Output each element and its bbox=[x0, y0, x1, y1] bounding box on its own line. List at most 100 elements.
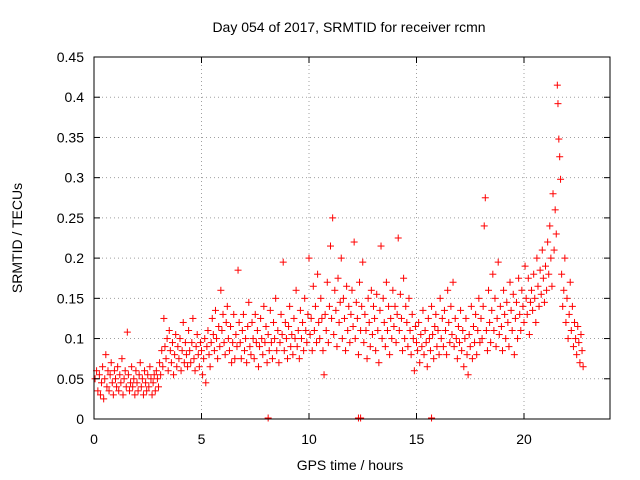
data-point bbox=[190, 355, 198, 363]
data-point bbox=[162, 355, 170, 363]
data-point bbox=[316, 335, 324, 343]
data-point bbox=[413, 339, 420, 347]
data-point bbox=[512, 298, 520, 306]
data-point bbox=[364, 294, 372, 302]
data-point bbox=[504, 318, 512, 326]
data-point bbox=[386, 351, 394, 359]
data-point bbox=[505, 343, 513, 351]
data-point bbox=[215, 322, 223, 330]
data-point bbox=[100, 395, 108, 403]
data-point bbox=[415, 318, 423, 326]
y-tick-label: 0.2 bbox=[65, 250, 85, 266]
data-point bbox=[405, 294, 413, 302]
data-point bbox=[260, 302, 268, 310]
data-point bbox=[387, 314, 395, 322]
data-point bbox=[268, 355, 276, 363]
data-point bbox=[476, 339, 484, 347]
data-point bbox=[516, 310, 524, 318]
data-point bbox=[569, 343, 577, 351]
data-point bbox=[216, 343, 224, 351]
data-point bbox=[250, 355, 258, 363]
data-point bbox=[163, 335, 171, 343]
data-point bbox=[375, 359, 383, 367]
data-point bbox=[335, 318, 343, 326]
data-point bbox=[182, 351, 190, 359]
data-point bbox=[152, 367, 160, 375]
data-point bbox=[456, 339, 463, 347]
data-point bbox=[575, 339, 583, 347]
data-point bbox=[515, 274, 523, 282]
data-point bbox=[403, 318, 411, 326]
data-point bbox=[310, 327, 318, 335]
data-point bbox=[186, 347, 194, 355]
data-point bbox=[107, 359, 115, 367]
data-point bbox=[272, 294, 280, 302]
data-point bbox=[445, 318, 453, 326]
data-point bbox=[248, 318, 256, 326]
data-point bbox=[105, 387, 113, 395]
data-point bbox=[247, 351, 255, 359]
data-point bbox=[368, 331, 376, 339]
data-point bbox=[338, 335, 346, 343]
data-point bbox=[438, 314, 446, 322]
data-point bbox=[165, 327, 173, 335]
data-point bbox=[144, 371, 152, 379]
data-point bbox=[495, 331, 503, 339]
data-point bbox=[481, 194, 489, 202]
data-point bbox=[416, 359, 424, 367]
data-point bbox=[477, 314, 485, 322]
data-point bbox=[151, 387, 159, 395]
data-point bbox=[395, 327, 403, 335]
data-point bbox=[145, 383, 153, 391]
data-point bbox=[489, 270, 497, 278]
data-point bbox=[187, 359, 195, 367]
data-point bbox=[358, 302, 366, 310]
flagged-point bbox=[428, 414, 436, 422]
data-point bbox=[568, 302, 576, 310]
data-point bbox=[526, 298, 534, 306]
data-point bbox=[450, 343, 458, 351]
data-point bbox=[376, 306, 384, 314]
data-point bbox=[192, 343, 200, 351]
data-point bbox=[232, 331, 240, 339]
data-point bbox=[373, 290, 381, 298]
data-point bbox=[296, 306, 304, 314]
data-point bbox=[490, 327, 498, 335]
data-point bbox=[225, 347, 233, 355]
data-point bbox=[439, 343, 447, 351]
data-point bbox=[294, 327, 302, 335]
data-point bbox=[350, 238, 358, 246]
data-point bbox=[528, 286, 536, 294]
data-point bbox=[501, 310, 509, 318]
data-point bbox=[213, 335, 221, 343]
data-point bbox=[354, 351, 362, 359]
data-point bbox=[265, 347, 273, 355]
data-point bbox=[475, 294, 483, 302]
data-point bbox=[429, 331, 437, 339]
data-point bbox=[121, 367, 129, 375]
data-point bbox=[161, 343, 169, 351]
data-point bbox=[174, 343, 182, 351]
data-point bbox=[473, 351, 481, 359]
data-point bbox=[263, 359, 271, 367]
data-point bbox=[550, 246, 558, 254]
data-point bbox=[173, 363, 181, 371]
data-point bbox=[419, 306, 427, 314]
data-point bbox=[382, 278, 390, 286]
data-point bbox=[125, 387, 133, 395]
data-point bbox=[122, 383, 130, 391]
data-point bbox=[166, 347, 174, 355]
data-point bbox=[560, 286, 568, 294]
data-point bbox=[407, 351, 415, 359]
data-point bbox=[360, 339, 368, 347]
flagged-point bbox=[264, 414, 272, 422]
data-point bbox=[148, 391, 156, 399]
data-point bbox=[370, 302, 377, 310]
data-point bbox=[532, 318, 540, 326]
x-tick-labels: 0 5 10 15 20 bbox=[90, 431, 532, 447]
data-point bbox=[123, 328, 131, 336]
data-point bbox=[285, 322, 293, 330]
data-point bbox=[558, 270, 566, 278]
data-point bbox=[189, 314, 197, 322]
data-point bbox=[374, 327, 382, 335]
